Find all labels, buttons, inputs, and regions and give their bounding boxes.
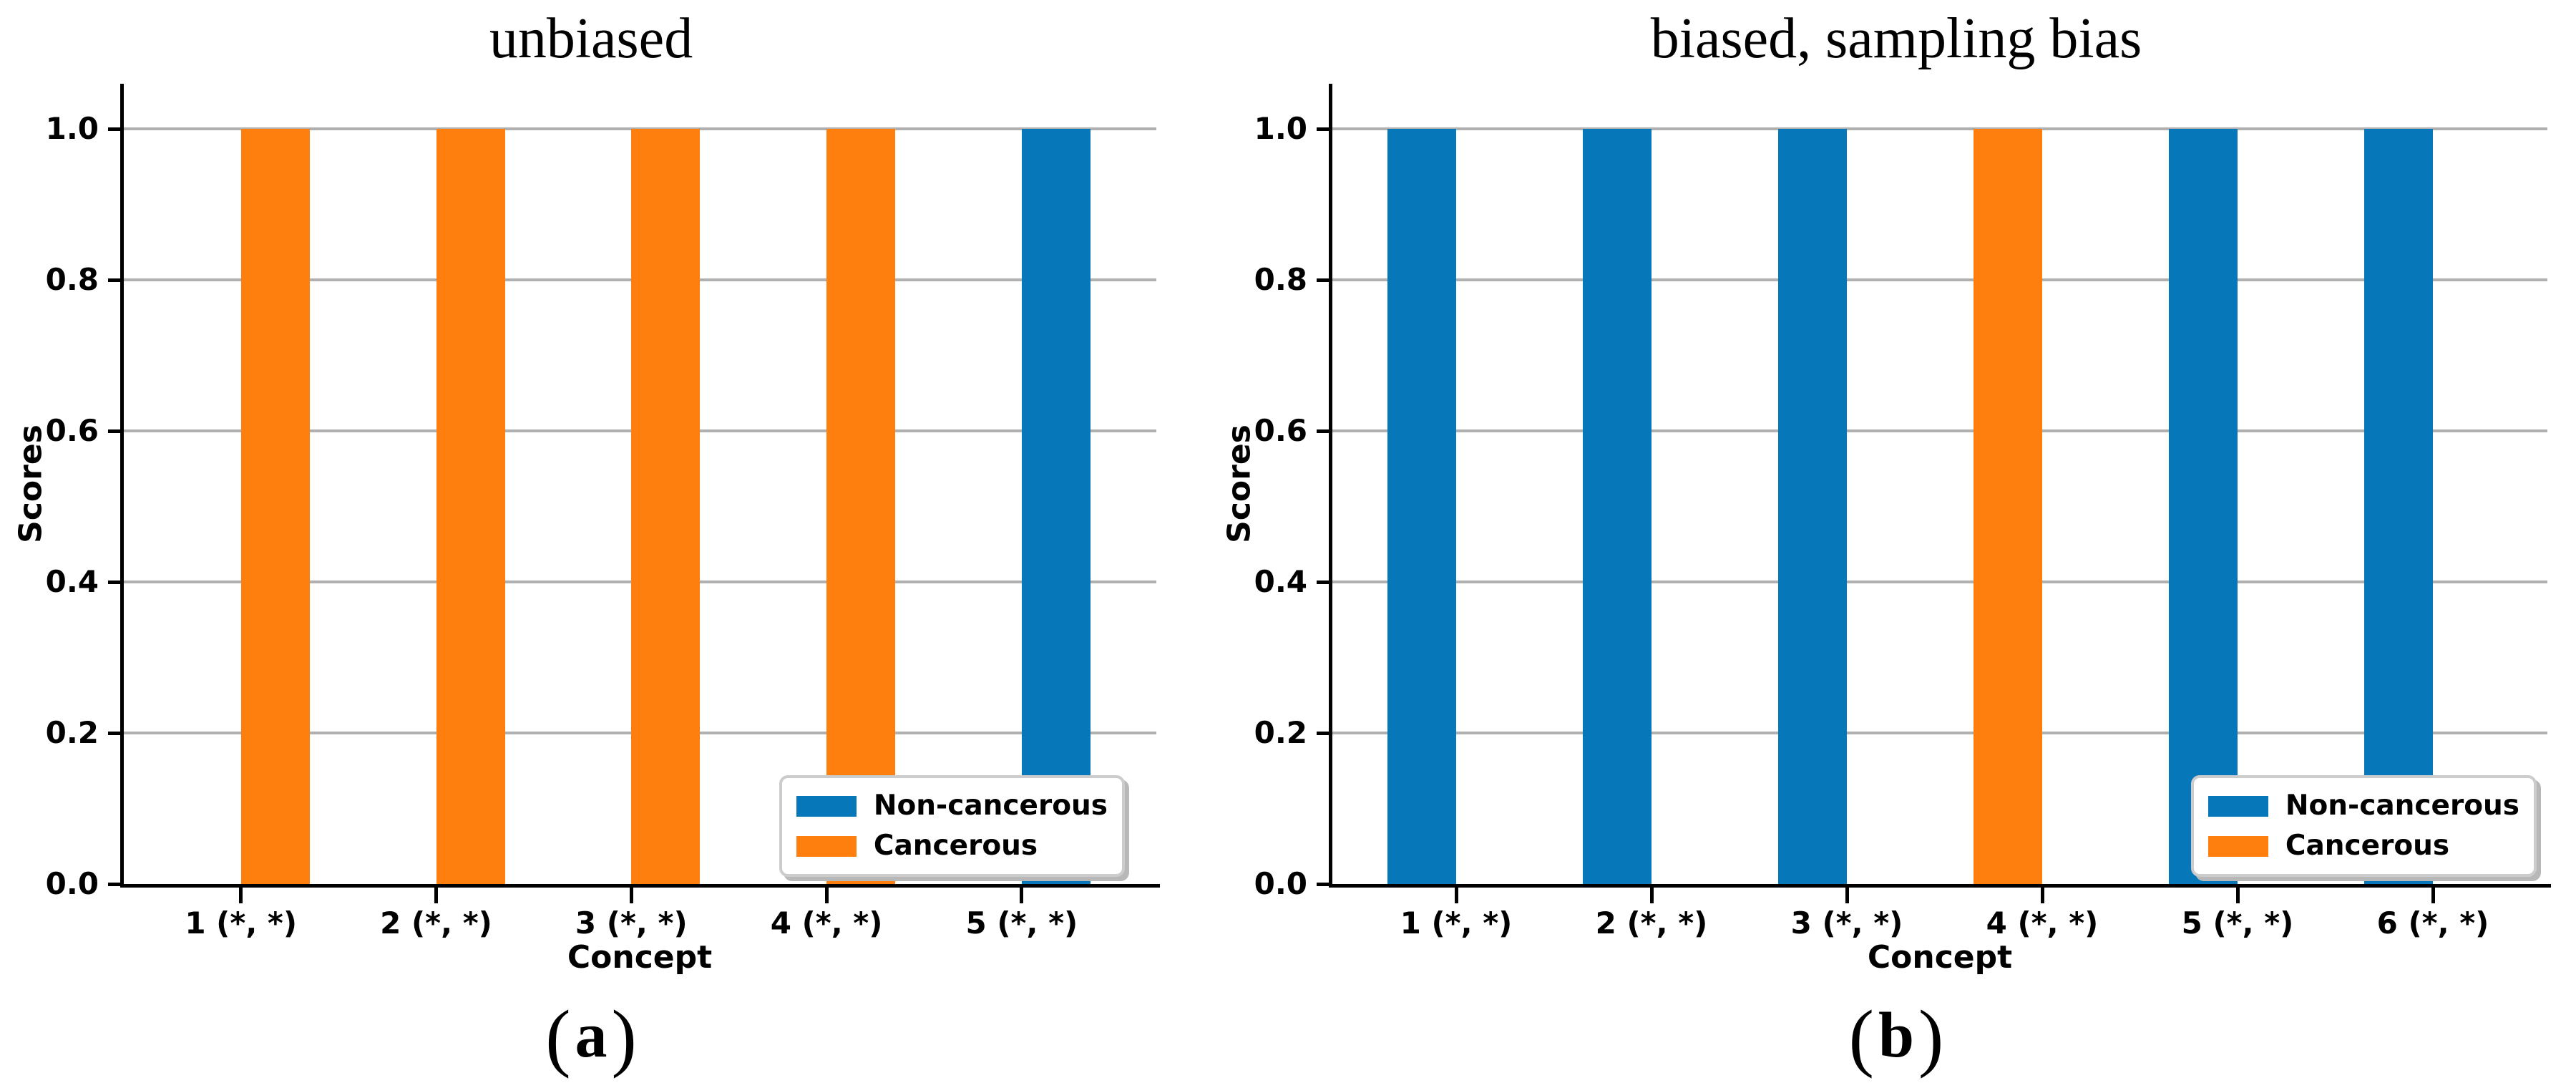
bar-non-cancerous-6	[2364, 129, 2433, 884]
y-tick-0.8	[108, 278, 120, 282]
non-cancerous-label: Non-cancerous	[2285, 790, 2519, 822]
y-tick-label-0.6: 0.6	[45, 413, 99, 448]
y-tick-label-0.8: 0.8	[45, 262, 99, 297]
y-tick-1.0	[1317, 127, 1329, 131]
x-tick-4	[2040, 888, 2044, 903]
panel-a-legend-item-non-cancerous: Non-cancerous	[796, 790, 1108, 822]
y-tick-0.4	[1317, 580, 1329, 584]
x-tick-2	[1649, 888, 1654, 903]
y-tick-label-0.8: 0.8	[1254, 262, 1307, 297]
y-tick-0.6	[1317, 429, 1329, 433]
panel-b-legend-item-non-cancerous: Non-cancerous	[2207, 790, 2519, 822]
y-tick-label-0.0: 0.0	[1254, 866, 1307, 901]
panel-b-caption-open-paren: (	[1848, 995, 1874, 1079]
x-tick-label-3: 3 (*, *)	[575, 905, 688, 941]
panel-a-legend-item-cancerous: Cancerous	[796, 830, 1108, 863]
y-tick-0.0	[108, 882, 120, 886]
gridline-0.6	[1332, 429, 2547, 432]
cancerous-label: Cancerous	[2285, 830, 2450, 862]
x-tick-label-3: 3 (*, *)	[1790, 905, 1903, 941]
panel-a-legend: Non-cancerous Cancerous	[779, 775, 1125, 877]
non-cancerous-swatch	[2207, 795, 2268, 817]
panel-b-legend: Non-cancerous Cancerous	[2190, 775, 2537, 877]
x-tick-2	[434, 888, 438, 903]
panel-a-caption-open-paren: (	[545, 995, 571, 1079]
y-tick-0.8	[1317, 278, 1329, 282]
panel-b-x-axis-label: Concept	[1867, 939, 2013, 976]
x-tick-4	[824, 888, 829, 903]
x-tick-label-5: 5 (*, *)	[2181, 905, 2294, 941]
panel-a-caption-letter: a	[575, 1000, 608, 1071]
y-tick-label-0.4: 0.4	[1254, 564, 1307, 599]
panel-b-plot-area: Non-cancerous Cancerous 0.0 0.2 0.4 0.6 0.8 1…	[1254, 84, 2547, 941]
y-tick-label-1.0: 1.0	[1254, 111, 1307, 146]
panel-b-caption-close-paren: )	[1918, 995, 1944, 1079]
bar-non-cancerous-2	[1583, 129, 1652, 884]
panel-b-title: biased, sampling bias	[1650, 7, 2142, 70]
x-tick-label-4: 4 (*, *)	[1986, 905, 2099, 941]
bar-cancerous-4	[826, 129, 896, 884]
x-tick-label-2: 2 (*, *)	[1595, 905, 1708, 941]
x-tick-label-1: 1 (*, *)	[1400, 905, 1513, 941]
x-tick-label-5: 5 (*, *)	[965, 905, 1078, 941]
bar-non-cancerous-3	[1778, 129, 1847, 884]
y-tick-0.4	[108, 580, 120, 584]
cancerous-swatch	[796, 835, 857, 857]
bar-cancerous-2	[436, 129, 505, 884]
y-tick-0.0	[1317, 882, 1329, 886]
x-tick-1	[1454, 888, 1458, 903]
x-tick-label-2: 2 (*, *)	[380, 905, 492, 941]
bar-cancerous-3	[631, 129, 701, 884]
bar-cancerous-1	[240, 129, 310, 884]
panel-b-caption: ( b )	[1849, 999, 1944, 1075]
gridline-0.2	[1332, 732, 2547, 734]
bar-non-cancerous-1	[1387, 129, 1456, 884]
y-tick-label-0.2: 0.2	[45, 715, 99, 750]
x-tick-label-1: 1 (*, *)	[185, 905, 298, 941]
y-tick-label-0.6: 0.6	[1254, 413, 1307, 448]
y-tick-0.2	[108, 731, 120, 735]
panel-a-plot-area: Non-cancerous Cancerous 0.0 0.2 0.4 0.6 0.8 1…	[46, 84, 1156, 941]
y-tick-label-0.4: 0.4	[45, 564, 99, 599]
panel-a-caption-close-paren: )	[611, 995, 637, 1079]
non-cancerous-swatch	[796, 795, 857, 817]
bar-non-cancerous-5	[1021, 129, 1091, 884]
y-tick-1.0	[108, 127, 120, 131]
bar-cancerous-4	[1974, 129, 2042, 884]
y-tick-0.6	[108, 429, 120, 433]
x-tick-label-6: 6 (*, *)	[2376, 905, 2489, 941]
panel-b-y-axis-spine	[1329, 84, 1332, 888]
y-tick-label-0.2: 0.2	[1254, 715, 1307, 750]
non-cancerous-label: Non-cancerous	[873, 790, 1108, 822]
panel-a-x-axis-spine	[120, 884, 1160, 888]
panel-b-x-axis-spine	[1329, 884, 2551, 888]
x-tick-1	[239, 888, 243, 903]
y-tick-0.2	[1317, 731, 1329, 735]
panel-b-caption-letter: b	[1878, 1000, 1915, 1071]
panel-a-caption: ( a )	[545, 999, 637, 1075]
x-tick-5	[1020, 888, 1024, 903]
x-tick-5	[2235, 888, 2240, 903]
x-tick-3	[629, 888, 633, 903]
y-tick-label-0.0: 0.0	[45, 866, 99, 901]
panel-a-title: unbiased	[489, 7, 693, 70]
gridline-0.8	[1332, 278, 2547, 281]
gridline-1.0	[1332, 127, 2547, 130]
x-tick-6	[2431, 888, 2435, 903]
panel-a-y-axis-spine	[120, 84, 124, 888]
x-tick-3	[1845, 888, 1849, 903]
cancerous-swatch	[2207, 835, 2268, 857]
panel-b-legend-item-cancerous: Cancerous	[2207, 830, 2519, 863]
y-tick-label-1.0: 1.0	[45, 111, 99, 146]
gridline-0.4	[1332, 581, 2547, 583]
bar-non-cancerous-5	[2169, 129, 2238, 884]
panel-a-x-axis-label: Concept	[567, 939, 713, 976]
cancerous-label: Cancerous	[873, 830, 1038, 862]
x-tick-label-4: 4 (*, *)	[770, 905, 883, 941]
